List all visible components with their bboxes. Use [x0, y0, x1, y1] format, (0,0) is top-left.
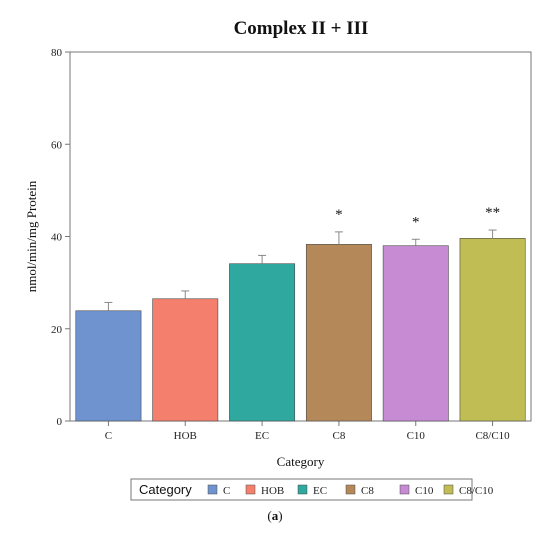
legend-entry: C8/C10	[459, 485, 494, 497]
significance-marker: *	[412, 214, 420, 230]
x-tick-label: C8	[332, 430, 345, 442]
legend-swatch	[245, 484, 256, 495]
legend: Category C HOB EC C8 C10 C8/C10	[130, 478, 494, 501]
bar-ec	[229, 263, 296, 422]
legend-swatch	[207, 484, 218, 495]
y-axis: 0 20 40 60 80	[51, 47, 70, 428]
y-tick-label: 40	[51, 232, 63, 244]
bar-hob	[152, 298, 219, 422]
y-axis-label: nmol/min/mg Protein	[24, 180, 39, 292]
significance-marker: **	[485, 205, 500, 221]
legend-entry: C	[223, 485, 230, 497]
bar-c8-c10	[459, 238, 526, 422]
x-tick-label: C8/C10	[475, 430, 510, 442]
legend-swatch	[297, 484, 308, 495]
chart-title: Complex II + III	[234, 18, 369, 39]
significance-marker: *	[335, 207, 343, 223]
legend-entry: C10	[415, 485, 434, 497]
bar-chart: Complex II + III 0 20 40 60 80 C HOB EC C8 C10 C8…	[24, 18, 532, 501]
y-tick-label: 80	[51, 47, 63, 59]
x-tick-label: EC	[255, 430, 269, 442]
legend-swatch	[345, 484, 356, 495]
y-tick-label: 20	[51, 324, 63, 336]
caption-open: (	[267, 508, 272, 523]
y-tick-label: 60	[51, 139, 63, 151]
bar-c	[75, 310, 142, 422]
x-tick-label: C	[105, 430, 112, 442]
bar-c8	[305, 244, 372, 422]
legend-swatch	[399, 484, 410, 495]
bars: * ***	[75, 205, 526, 422]
x-axis-label: Category	[277, 454, 325, 469]
legend-title: Category	[139, 482, 192, 497]
figure-caption: (a)	[0, 508, 550, 524]
x-tick-label: C10	[407, 430, 426, 442]
legend-entry: C8	[361, 485, 374, 497]
legend-swatch	[443, 484, 454, 495]
bar-c10	[382, 245, 449, 422]
caption-close: )	[278, 508, 283, 523]
x-axis: C HOB EC C8 C10 C8/C10	[105, 421, 510, 442]
legend-entry: EC	[313, 485, 327, 497]
legend-entry: HOB	[261, 485, 284, 497]
x-tick-label: HOB	[174, 430, 197, 442]
caption-letter: a	[271, 508, 279, 523]
y-tick-label: 0	[57, 416, 63, 428]
